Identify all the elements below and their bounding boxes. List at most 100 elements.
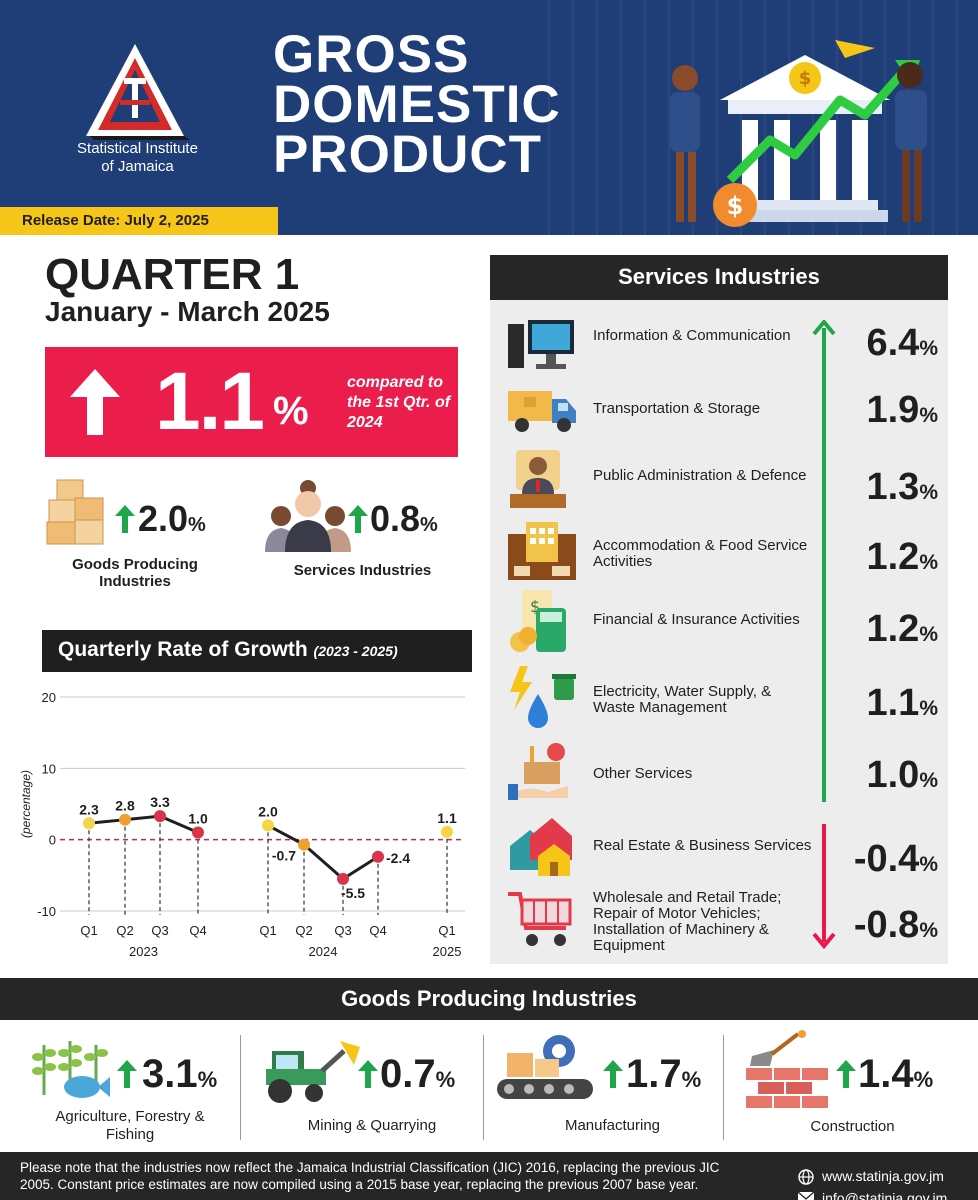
service-value-number: 1.2 — [866, 608, 920, 650]
x-group-label: 2023 — [129, 944, 158, 959]
title-line3: PRODUCT — [273, 125, 543, 184]
services-header: Services Industries — [490, 255, 948, 300]
x-tick-label: Q1 — [438, 923, 455, 938]
goods-divider — [240, 1035, 241, 1140]
service-label: Transportation & Storage — [593, 400, 761, 417]
service-value: 1.2% — [866, 536, 938, 579]
globe-icon — [798, 1169, 814, 1185]
series-line-2024 — [267, 824, 379, 881]
houses-icon — [510, 818, 572, 876]
service-row-info-comm: Information & Communication 6.4% — [500, 318, 948, 374]
hotel-icon — [508, 522, 576, 580]
service-label: Wholesale and Retail Trade; Repair of Mo… — [593, 889, 782, 954]
y-tick-label: 0 — [49, 833, 56, 848]
data-point — [83, 817, 95, 830]
data-point — [192, 826, 204, 839]
mining-value: 0.7% — [380, 1052, 455, 1097]
service-row-other: Other Services 1.0% — [500, 740, 948, 806]
footer-note: Please note that the industries now refl… — [20, 1160, 720, 1192]
tractor-icon — [266, 1041, 360, 1103]
service-value-number: 1.3 — [866, 466, 920, 508]
x-tick-label: Q3 — [151, 923, 168, 938]
service-row-utilities: Electricity, Water Supply, & Waste Manag… — [500, 664, 948, 734]
bricks-icon — [746, 1030, 828, 1108]
service-value: 1.0% — [866, 754, 938, 797]
goods-up-arrow-icon — [115, 505, 135, 533]
service-label: Financial & Insurance Activities — [593, 611, 800, 628]
service-row-financial: $ Financial & Insurance Activities 1.2% — [500, 590, 948, 656]
bank-growth-illustration: $ $ — [670, 40, 927, 227]
service-value: 6.4% — [866, 322, 938, 365]
org-name: Statistical Institute of Jamaica — [30, 140, 245, 176]
conveyor-icon — [497, 1035, 593, 1099]
services-up-arrow-icon — [348, 505, 368, 533]
agriculture-icon — [32, 1041, 110, 1098]
email-link[interactable]: info@statinja.gov.jm — [822, 1190, 948, 1200]
official-icon — [510, 450, 566, 508]
data-label: 2.8 — [115, 798, 135, 814]
svg-text:$: $ — [799, 68, 812, 89]
service-box-icon — [508, 743, 568, 800]
growth-line-chart: 20 10 0 -10 (percentage) 2.3 2.8 3.3 1.0 Q1 Q2 Q3 Q4… — [19, 690, 465, 959]
goods-header: Goods Producing Industries — [0, 978, 978, 1020]
title-line1: GROSS — [273, 25, 470, 84]
data-label: -0.7 — [272, 848, 296, 864]
goods-summary-value: 2.0% — [138, 498, 206, 540]
statin-logo-icon — [86, 44, 190, 140]
service-row-public-admin: Public Administration & Defence 1.3% — [500, 450, 948, 512]
construction-value-number: 1.4 — [858, 1052, 914, 1096]
data-label: 2.3 — [79, 801, 99, 817]
service-value-unit: % — [919, 623, 938, 646]
series-line-2023 — [88, 814, 199, 834]
service-value: 1.2% — [866, 608, 938, 651]
website-link[interactable]: www.statinja.gov.jm — [822, 1168, 944, 1184]
agriculture-value: 3.1% — [142, 1052, 217, 1097]
headline-growth-box: 1.1 % compared to the 1st Qtr. of 2024 — [45, 347, 458, 457]
chart-years: (2023 - 2025) — [313, 643, 398, 659]
mining-up-arrow-icon — [358, 1060, 378, 1088]
service-label: Information & Communication — [593, 327, 791, 344]
y-tick-label: 20 — [42, 690, 56, 705]
headline-compare: compared to the 1st Qtr. of 2024 — [347, 374, 451, 431]
services-summary-number: 0.8 — [370, 498, 421, 539]
logo-area: Statistical Institute of Jamaica — [0, 0, 258, 205]
header-banner: Statistical Institute of Jamaica GROSS D… — [0, 0, 978, 235]
boxes-icon — [46, 479, 104, 545]
service-value-unit: % — [919, 697, 938, 720]
service-value: -0.8% — [854, 904, 938, 947]
service-value-number: 1.2 — [866, 536, 920, 578]
service-label: Electricity, Water Supply, & Waste Manag… — [593, 683, 772, 716]
service-value: 1.1% — [866, 682, 938, 725]
data-label: -2.4 — [386, 850, 410, 866]
footer: Please note that the industries now refl… — [0, 1152, 978, 1200]
construction-label: Construction — [810, 1118, 895, 1135]
utilities-icon — [510, 666, 576, 728]
x-tick-label: Q1 — [80, 923, 97, 938]
service-value-number: 6.4 — [866, 322, 920, 364]
y-tick-label: 10 — [42, 761, 56, 776]
goods-divider — [723, 1035, 724, 1140]
y-axis-label: (percentage) — [19, 770, 33, 838]
x-tick-label: Q4 — [189, 923, 206, 938]
x-tick-label: Q1 — [259, 923, 276, 938]
data-label: 1.1 — [437, 810, 457, 826]
service-row-wholesale: Wholesale and Retail Trade; Repair of Mo… — [500, 888, 948, 958]
service-value-number: 1.9 — [866, 389, 920, 431]
org-name-line1: Statistical Institute — [77, 140, 198, 157]
x-tick-label: Q2 — [116, 923, 133, 938]
truck-icon — [508, 391, 576, 432]
quarter-title: QUARTER 1 — [45, 250, 300, 299]
construction-value: 1.4% — [858, 1052, 933, 1097]
mining-label: Mining & Quarrying — [307, 1117, 437, 1134]
service-value-unit: % — [919, 853, 938, 876]
mining-value-unit: % — [435, 1067, 456, 1092]
service-label: Accommodation & Food Service Activities — [593, 537, 808, 570]
service-value-unit: % — [919, 551, 938, 574]
data-point — [372, 850, 384, 863]
shopping-cart-icon — [508, 892, 572, 946]
service-label: Other Services — [593, 765, 693, 782]
manufacturing-up-arrow-icon — [603, 1060, 623, 1088]
manufacturing-value-unit: % — [681, 1067, 702, 1092]
manufacturing-value: 1.7% — [626, 1052, 701, 1097]
quarter-period: January - March 2025 — [45, 296, 330, 327]
